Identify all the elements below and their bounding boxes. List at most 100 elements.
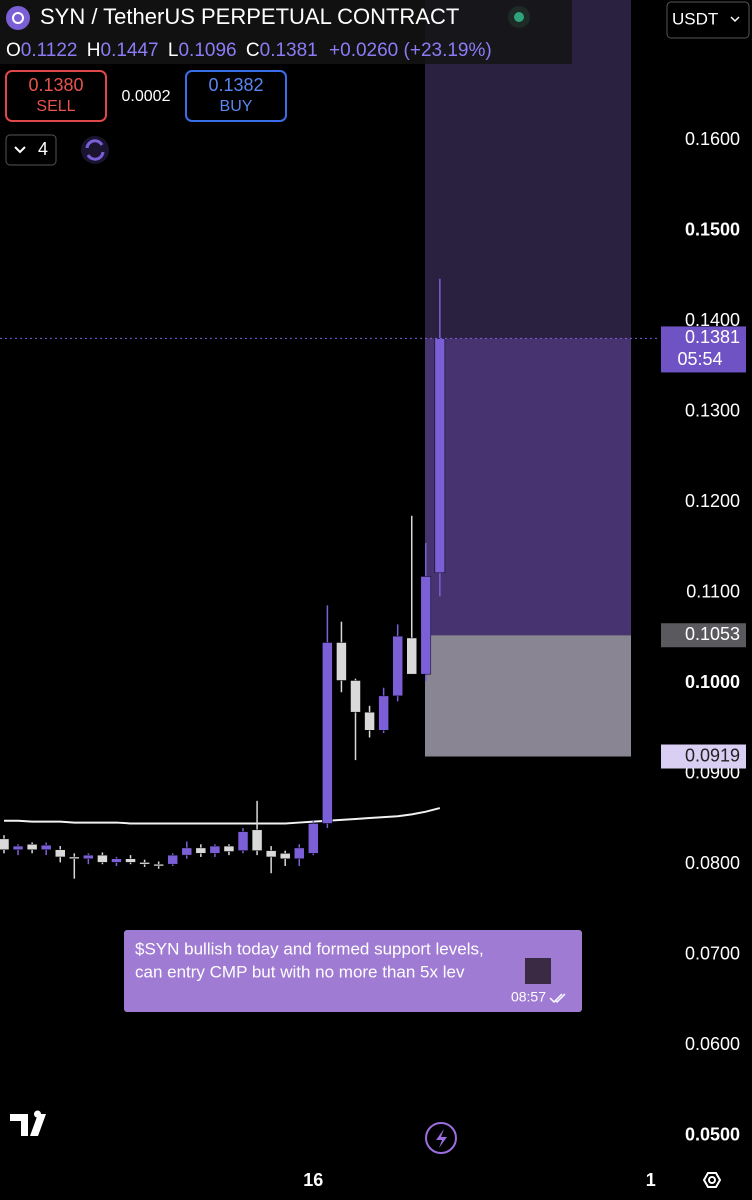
candle-body <box>237 831 249 851</box>
ohlc-key: C <box>246 40 260 61</box>
emoji <box>525 958 551 984</box>
chevron <box>730 16 740 23</box>
candle-body <box>167 854 178 865</box>
candle-body <box>223 845 235 852</box>
indicator-box <box>5 134 57 166</box>
candle-body <box>83 854 94 860</box>
price-tag-label: 0.1381 <box>685 327 740 347</box>
currency-box <box>666 1 750 39</box>
sync-arrows <box>85 139 105 161</box>
y-tick-label: 0.1000 <box>685 672 740 692</box>
candle-body <box>308 823 319 854</box>
coin-icon <box>6 6 30 30</box>
sync-icon[interactable] <box>81 136 109 164</box>
y-tick-label: 0.1200 <box>685 491 740 511</box>
position-stop-zone <box>425 635 631 757</box>
indicator-count: 4 <box>38 139 48 159</box>
settings-hex <box>702 1172 722 1188</box>
buy-label: BUY <box>220 98 253 115</box>
coin-icon-inner <box>12 12 24 24</box>
ohlc-key: H <box>87 40 101 61</box>
status-dot <box>514 12 524 22</box>
price-tag <box>661 326 746 373</box>
candle-body <box>251 829 263 851</box>
sell-label: SELL <box>36 98 75 115</box>
candle-body <box>350 680 361 713</box>
candle-body <box>125 858 136 863</box>
candle-body <box>406 637 417 675</box>
x-tick-label: 1 <box>646 1170 656 1190</box>
lightning-button[interactable] <box>425 1122 457 1154</box>
price-tag-label: 0.1053 <box>685 624 740 644</box>
candle-body <box>265 850 277 858</box>
currency: USDT <box>672 9 718 28</box>
candle-body <box>97 854 108 863</box>
message-bubble <box>124 930 582 1012</box>
ohlc-value: 0.1447 <box>101 40 159 61</box>
buy-button[interactable]: 0.1382 BUY <box>185 70 287 122</box>
price-tag <box>661 744 746 769</box>
candle-body <box>12 845 24 850</box>
sell-box <box>5 70 107 122</box>
currency-select[interactable]: USDT <box>666 1 750 39</box>
y-tick-label: 0.0800 <box>685 853 740 873</box>
indicator-toggle[interactable]: 4 <box>5 134 57 166</box>
y-tick-label: 0.0700 <box>685 943 740 963</box>
lightning-ring <box>425 1122 457 1154</box>
candle-body <box>0 838 10 850</box>
price-tag <box>661 623 746 648</box>
candle-body <box>153 863 164 867</box>
y-tick-label: 0.1300 <box>685 400 740 420</box>
ohlc-key: O <box>6 40 21 61</box>
candle-body <box>279 853 291 860</box>
y-tick-label: 0.0600 <box>685 1034 740 1054</box>
read-ticks <box>549 993 566 1004</box>
lightning <box>436 1129 447 1148</box>
y-tick-label: 0.1600 <box>685 129 740 149</box>
spread: 0.0002 <box>122 88 171 105</box>
candle-body <box>111 858 122 863</box>
position-profit-zone <box>425 338 631 636</box>
candle-body <box>364 711 375 731</box>
header-backdrop <box>0 0 572 64</box>
sell-button[interactable]: 0.1380 SELL <box>5 70 107 122</box>
candle-body <box>181 847 193 856</box>
ohlc-value: 0.1381 <box>260 40 318 61</box>
candle-body <box>40 844 52 850</box>
price-tag-label: 0.0919 <box>685 745 740 765</box>
candle-body <box>26 844 38 850</box>
y-tick-label: 0.0500 <box>685 1124 740 1144</box>
symbol-title: SYN / TetherUS PERPETUAL CONTRACT <box>40 4 459 29</box>
candle-body <box>392 635 403 697</box>
buy-box <box>185 70 287 122</box>
message-line: can entry CMP but with no more than 5x l… <box>135 962 465 981</box>
candle-body <box>54 849 66 858</box>
y-tick-label: 0.1400 <box>685 310 740 330</box>
candle-body <box>378 695 389 731</box>
y-tick-label: 0.1100 <box>686 581 740 601</box>
candle-body <box>420 576 432 675</box>
price-tag-time: 05:54 <box>677 349 722 369</box>
candle-body <box>209 845 221 854</box>
settings-button[interactable] <box>702 1172 722 1188</box>
candle-body <box>195 847 207 854</box>
message-time: 08:57 <box>511 989 546 1005</box>
logo <box>10 1110 46 1136</box>
settings-dot <box>708 1176 716 1184</box>
y-tick-label: 0.1500 <box>685 220 740 240</box>
candle-body <box>69 856 80 860</box>
moving-average <box>4 807 441 825</box>
ohlc-key: L <box>168 40 179 61</box>
candle-body <box>294 847 305 860</box>
ohlc-value: 0.1096 <box>178 40 236 61</box>
message-line: $SYN bullish today and formed support le… <box>135 939 484 958</box>
buy-price: 0.1382 <box>208 75 263 95</box>
candle-body <box>434 338 446 574</box>
candle-body <box>322 642 333 824</box>
sell-price: 0.1380 <box>28 75 83 95</box>
x-tick-label: 16 <box>303 1170 323 1190</box>
candle-body <box>336 642 347 681</box>
chevron <box>14 146 26 154</box>
